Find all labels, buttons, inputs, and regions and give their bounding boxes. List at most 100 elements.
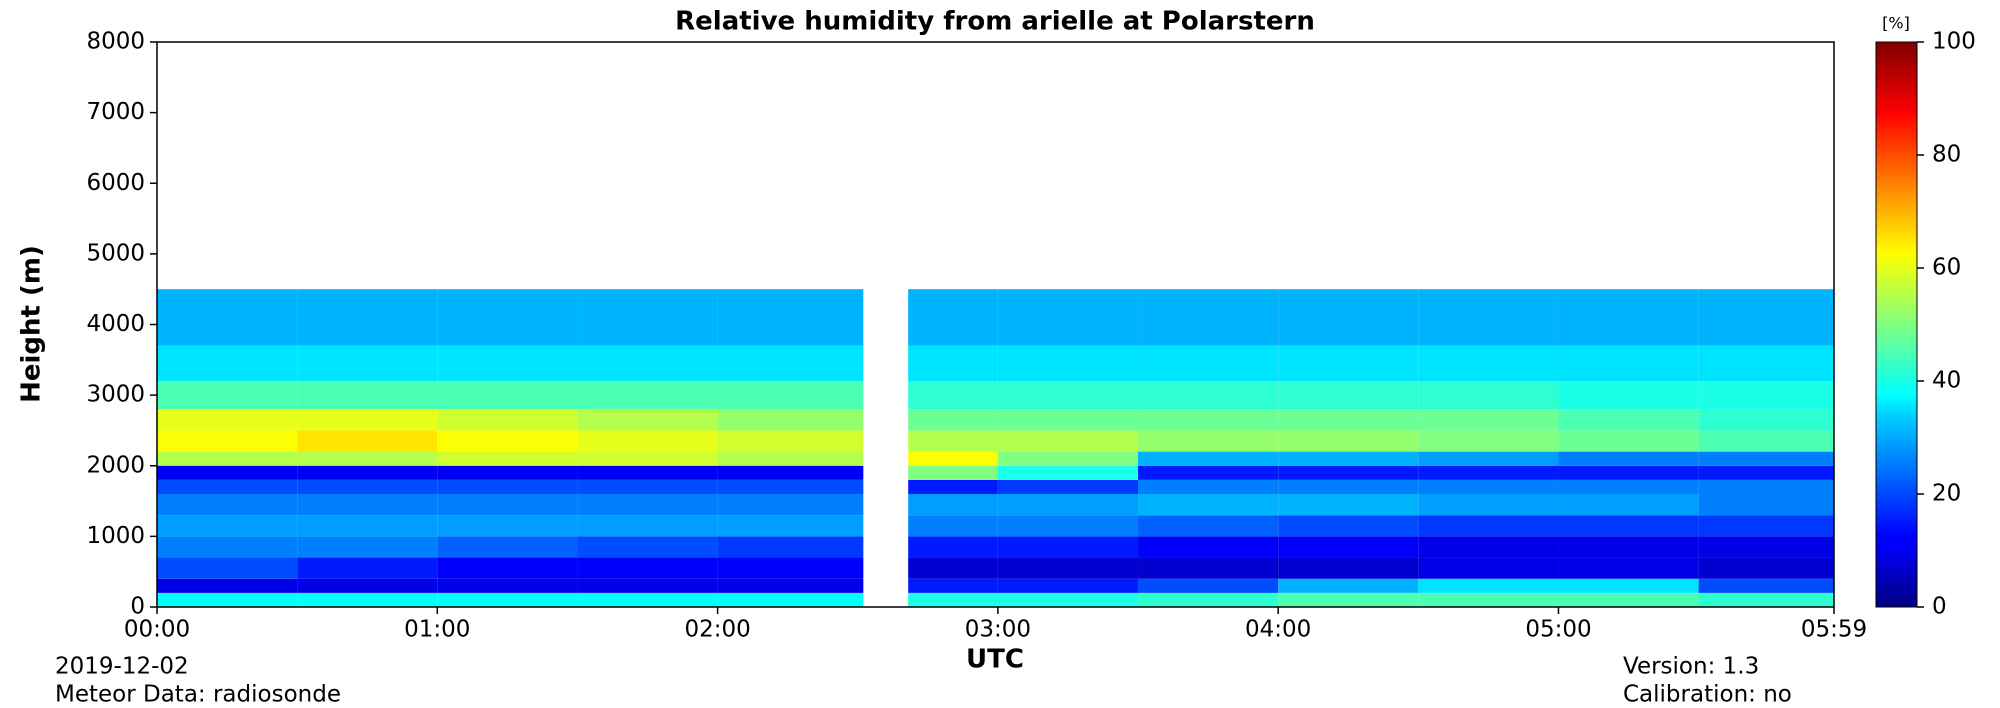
heat-cell <box>1698 451 1834 466</box>
heat-cell <box>997 494 1139 516</box>
heat-cell <box>908 479 998 494</box>
x-tick-label: 00:00 <box>124 617 190 643</box>
heat-cell <box>1138 409 1279 431</box>
heat-cell <box>1418 289 1559 346</box>
heat-cell <box>437 557 578 579</box>
colorbar-tick-label: 80 <box>1932 142 1961 168</box>
heat-cell <box>437 592 578 607</box>
heat-cell <box>437 430 578 452</box>
y-tick-label: 0 <box>130 594 145 620</box>
heat-cell <box>997 465 1139 480</box>
heat-cell <box>297 381 438 410</box>
heat-cell <box>997 409 1139 431</box>
heat-cell <box>717 515 864 537</box>
heat-cell <box>717 409 864 431</box>
heat-cell <box>1558 345 1699 381</box>
heat-cell <box>908 494 998 516</box>
colorbar-tick-label: 0 <box>1932 594 1947 620</box>
y-tick-label: 5000 <box>86 240 145 266</box>
colorbar <box>1875 41 1918 608</box>
heat-cell <box>1138 515 1279 537</box>
heat-cell <box>717 289 864 346</box>
x-tick-label: 05:00 <box>1525 617 1591 643</box>
heat-cell <box>908 515 998 537</box>
heat-cell <box>1698 515 1834 537</box>
heat-cell <box>1558 494 1699 516</box>
heat-cell <box>908 381 998 410</box>
heat-cell <box>437 381 578 410</box>
heat-cell <box>1138 536 1279 558</box>
heat-cell <box>297 465 438 480</box>
heat-cell <box>297 557 438 579</box>
heat-cell <box>1278 289 1419 346</box>
heat-cell <box>1698 592 1834 607</box>
heat-cell <box>1138 592 1279 607</box>
heat-cell <box>1278 465 1419 480</box>
heat-cell <box>297 494 438 516</box>
heat-cell <box>157 430 298 452</box>
heat-cell <box>577 345 718 381</box>
x-axis-label: UTC <box>966 645 1024 675</box>
y-tick-label: 1000 <box>86 523 145 549</box>
heat-cell <box>437 494 578 516</box>
heat-cell <box>717 557 864 579</box>
colorbar-tick-label: 100 <box>1932 29 1976 55</box>
heat-cell <box>1558 592 1699 607</box>
colorbar-tick-label: 60 <box>1932 255 1961 281</box>
heat-cell <box>297 289 438 346</box>
heat-cell <box>717 451 864 466</box>
heat-cell <box>297 409 438 431</box>
heat-cell <box>1278 592 1419 607</box>
heat-cell <box>577 536 718 558</box>
heat-cell <box>437 515 578 537</box>
heat-cell <box>908 430 998 452</box>
heat-cell <box>157 345 298 381</box>
y-tick-label: 8000 <box>86 29 145 55</box>
heat-cell <box>577 494 718 516</box>
heat-cell <box>297 451 438 466</box>
heat-cell <box>1138 465 1279 480</box>
heat-cell <box>1138 430 1279 452</box>
heat-cell <box>1558 409 1699 431</box>
heat-cell <box>717 494 864 516</box>
heat-cell <box>908 578 998 593</box>
heat-cell <box>577 289 718 346</box>
heat-cell <box>577 451 718 466</box>
heat-cell <box>997 557 1139 579</box>
heat-cell <box>717 592 864 607</box>
heat-cell <box>1278 345 1419 381</box>
heat-cell <box>577 592 718 607</box>
heat-cell <box>1558 430 1699 452</box>
x-tick-label: 03:00 <box>965 617 1031 643</box>
heat-cell <box>1418 465 1559 480</box>
heat-cell <box>717 381 864 410</box>
heat-cell <box>1418 451 1559 466</box>
heat-cell <box>1278 451 1419 466</box>
heat-cell <box>997 381 1139 410</box>
heat-cell <box>1278 536 1419 558</box>
heat-cell <box>1138 494 1279 516</box>
heat-cell <box>997 578 1139 593</box>
heat-cell <box>437 465 578 480</box>
heat-cell <box>908 592 998 607</box>
heat-cell <box>157 515 298 537</box>
heat-cell <box>1698 345 1834 381</box>
heat-cell <box>1698 465 1834 480</box>
heat-cell <box>157 578 298 593</box>
heat-cell <box>157 451 298 466</box>
heat-cell <box>1698 430 1834 452</box>
heat-cell <box>1278 430 1419 452</box>
heat-cell <box>297 430 438 452</box>
heat-cell <box>1138 578 1279 593</box>
heat-cell <box>577 409 718 431</box>
heat-cell <box>997 592 1139 607</box>
heat-cell <box>577 515 718 537</box>
heat-cell <box>997 430 1139 452</box>
heat-cell <box>157 381 298 410</box>
heat-cell <box>157 592 298 607</box>
heat-cell <box>437 578 578 593</box>
heat-cell <box>437 451 578 466</box>
heat-cell <box>997 479 1139 494</box>
heat-cell <box>157 479 298 494</box>
heat-cell <box>1418 381 1559 410</box>
